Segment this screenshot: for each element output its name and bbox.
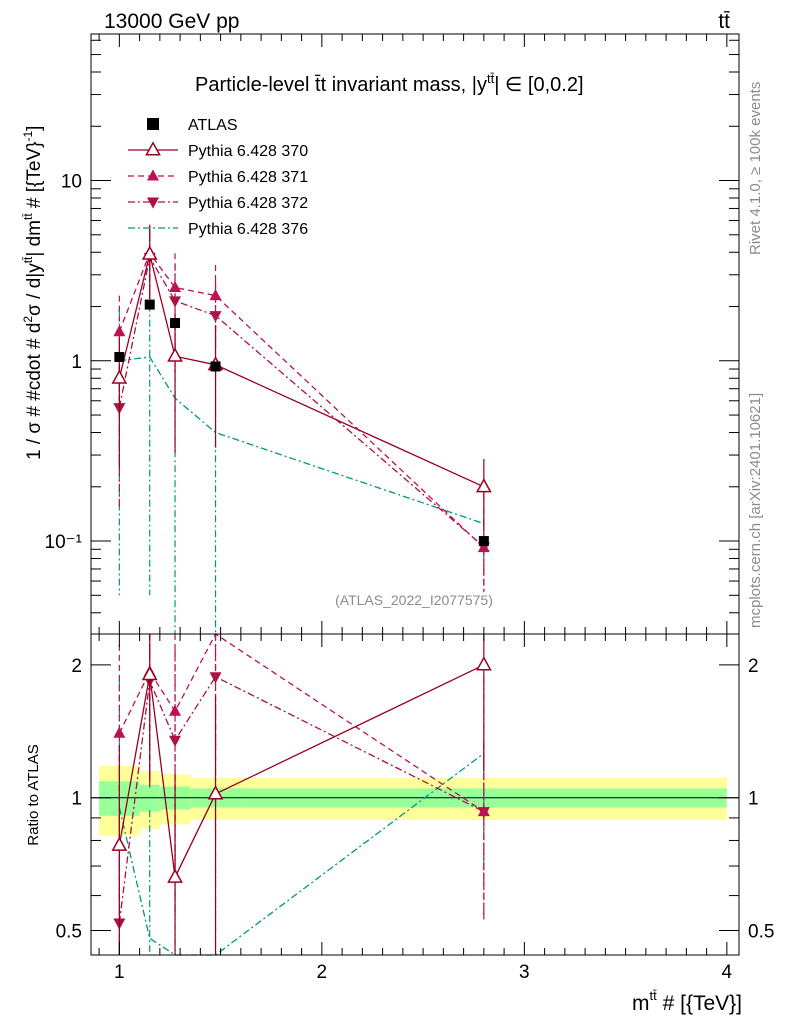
ratio-axis-ticks: 1 2 3 4 0.5 0.5 1 1 2 2 xyxy=(56,634,774,983)
ratio-tick-label: 2 xyxy=(748,656,759,677)
pythia-6-428-370-point xyxy=(111,369,128,384)
pythia-6-428-370-ratio-point xyxy=(167,868,183,883)
legend-label-pythia-6-428-370: Pythia 6.428 370 xyxy=(188,143,308,160)
pythia-6-428-370-ratio-point xyxy=(111,836,128,851)
y-axis-label: 1 / σ # #cdot # d2σ / d|ytt̄| dmtt̄ # [{… xyxy=(21,126,45,460)
y-tick-label: 10⁻¹ xyxy=(45,532,83,553)
pythia-6-428-371-point xyxy=(209,288,222,301)
legend-label-atlas: ATLAS xyxy=(188,117,238,134)
pythia-6-428-370-ratio-line xyxy=(118,664,485,880)
legend-marker-atlas xyxy=(147,118,159,130)
plot-title: Particle-level t̄t invariant mass, |ytt̄… xyxy=(195,71,584,96)
atlas-point xyxy=(210,361,221,372)
ratio-panel: 1 2 3 4 0.5 0.5 1 1 2 2 Ratio to ATLAS xyxy=(25,633,774,983)
pythia-6-428-371-point xyxy=(113,325,126,337)
pythia-6-428-376-ratio-line xyxy=(118,752,485,956)
mcplots-label: mcplots.cern.ch [arXiv:2401.10621] xyxy=(747,393,764,628)
pythia-6-428-372-point xyxy=(169,296,182,308)
pythia-6-428-370-point xyxy=(141,245,158,260)
legend-marker-pythia-6-428-370 xyxy=(145,141,161,156)
pythia-6-428-371-ratio-point xyxy=(169,704,182,716)
main-axis-ticks: 10⁻¹ 1 10 xyxy=(45,34,739,634)
x-axis-label: mtt̄ # [{TeV}] xyxy=(632,988,742,1015)
ratio-y-label: Ratio to ATLAS xyxy=(25,744,42,845)
legend-marker-pythia-6-428-371 xyxy=(147,169,159,181)
pythia-6-428-370-point xyxy=(475,478,492,493)
pythia-6-428-371-ratio-point xyxy=(477,805,490,817)
atlas-point xyxy=(170,318,181,329)
atlas-point xyxy=(478,536,489,547)
main-series xyxy=(111,224,492,634)
pythia-6-428-371-point xyxy=(477,540,490,553)
atlas-point xyxy=(144,299,155,310)
atlas-point xyxy=(114,351,125,362)
pythia-6-428-370-point xyxy=(167,347,183,362)
analysis-label: (ATLAS_2022_I2077575) xyxy=(335,592,493,608)
y-tick-label: 1 xyxy=(71,352,82,373)
x-tick-label: 1 xyxy=(114,962,125,983)
x-tick-label: 4 xyxy=(722,962,733,983)
ratio-tick-label: 1 xyxy=(748,789,759,810)
main-panel: 10⁻¹ 1 10 Particle-level t̄t invariant mas… xyxy=(21,33,740,635)
rivet-label: Rivet 4.1.0, ≥ 100k events xyxy=(747,82,764,255)
pythia-6-428-372-ratio-line xyxy=(118,675,485,924)
x-tick-label: 2 xyxy=(317,962,328,983)
y-tick-label: 10 xyxy=(61,172,82,193)
pythia-6-428-371-ratio-point xyxy=(113,726,126,738)
ratio-series xyxy=(111,633,492,956)
pythia-6-428-370-ratio-point xyxy=(475,656,492,671)
ratio-tick-label: 2 xyxy=(71,656,82,677)
pythia-6-428-372-ratio-point xyxy=(169,735,182,747)
pythia-6-428-376-line xyxy=(119,356,485,525)
legend: ATLAS Pythia 6.428 370 Pythia 6.428 371 Pyt… xyxy=(128,117,308,238)
legend-label-pythia-6-428-371: Pythia 6.428 371 xyxy=(188,169,308,186)
legend-marker-pythia-6-428-372 xyxy=(147,197,159,209)
pythia-6-428-370-ratio-point xyxy=(207,785,224,800)
pythia-6-428-371-line xyxy=(118,251,485,549)
header-right: tt̄ xyxy=(718,10,730,33)
pythia-6-428-372-line xyxy=(118,255,485,548)
header-left: 13000 GeV pp xyxy=(104,10,239,33)
pythia-6-428-370-ratio-point xyxy=(141,665,158,681)
ratio-tick-label: 1 xyxy=(71,789,82,810)
ratio-tick-label: 0.5 xyxy=(56,922,82,943)
legend-label-pythia-6-428-372: Pythia 6.428 372 xyxy=(188,195,308,212)
legend-label-pythia-6-428-376: Pythia 6.428 376 xyxy=(188,221,308,238)
x-tick-label: 3 xyxy=(519,962,530,983)
ratio-tick-label: 0.5 xyxy=(748,922,774,943)
ratio-frame xyxy=(90,633,740,956)
pythia-6-428-371-point xyxy=(169,280,182,293)
